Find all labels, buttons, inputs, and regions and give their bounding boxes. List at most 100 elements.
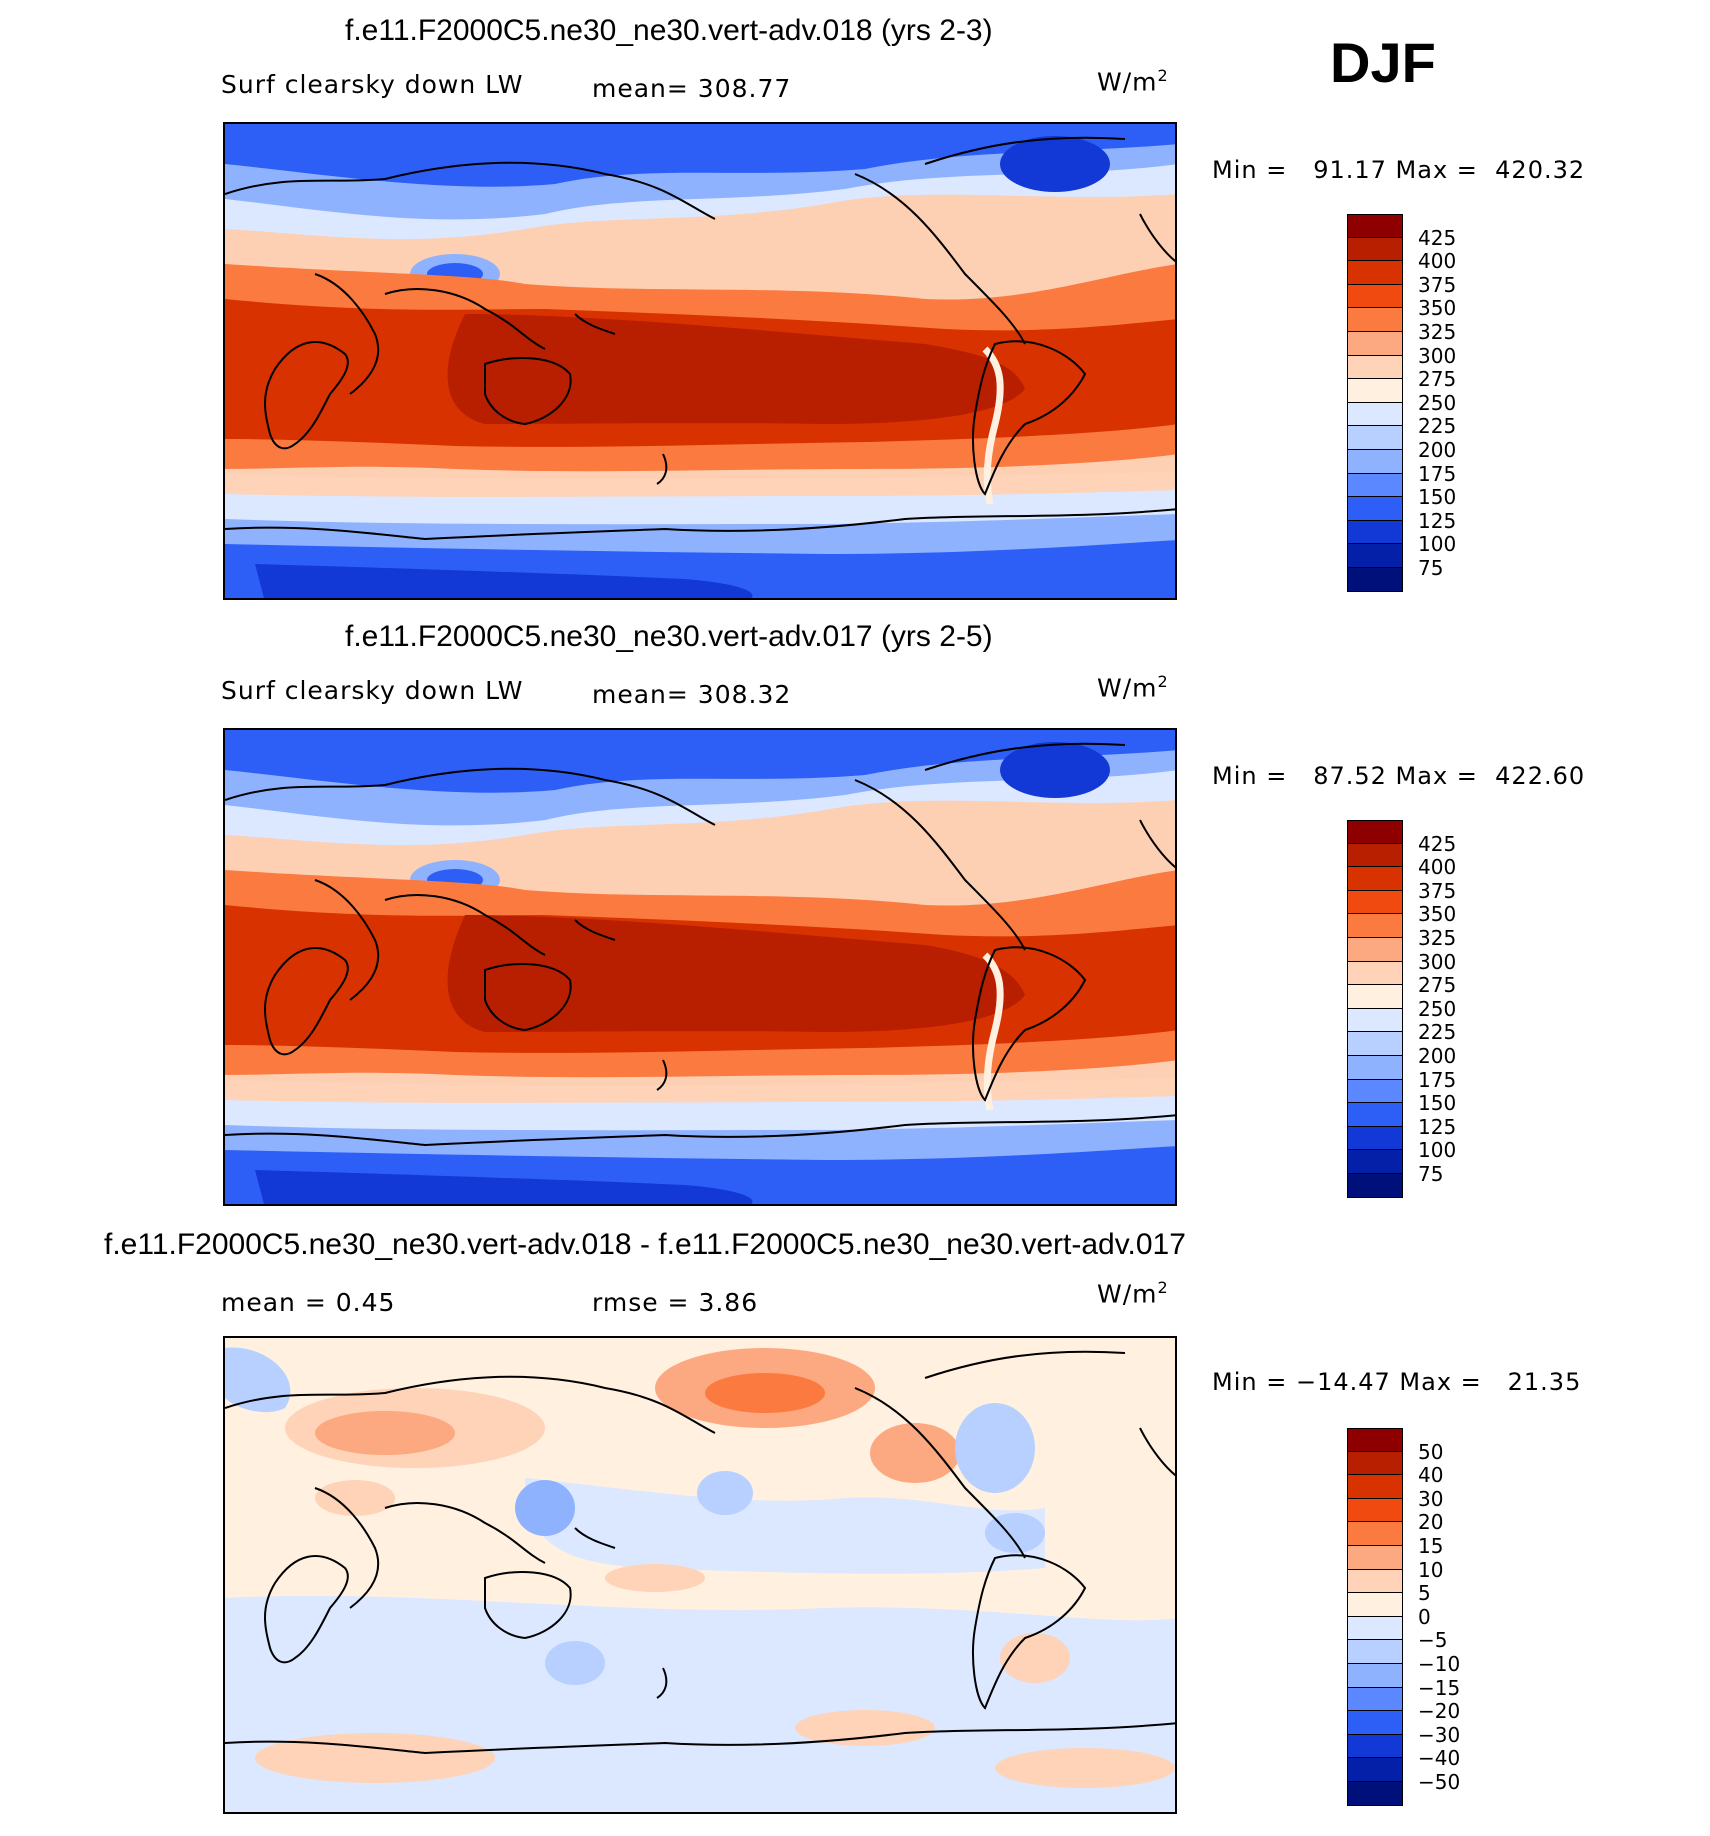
colorbar-tick-label: 0: [1418, 1604, 1431, 1629]
colorbar-tick-label: 75: [1418, 1162, 1444, 1186]
colorbar-swatch: [1347, 1663, 1403, 1688]
colorbar-tick-label: 250: [1418, 390, 1457, 415]
coastlines: [225, 742, 1175, 1147]
colorbar-tick-label: 400: [1418, 855, 1457, 880]
colorbar-tick-label: −40: [1418, 1746, 1461, 1771]
colorbar-swatch: [1347, 1687, 1403, 1712]
panel3-mean-label: mean = 0.45: [221, 1288, 396, 1317]
colorbar-tick-label: −20: [1418, 1699, 1461, 1724]
colorbar-tick-label: 225: [1418, 414, 1457, 439]
colorbar-swatch: [1347, 567, 1403, 592]
colorbar-tick-label: 425: [1418, 225, 1457, 250]
colorbar-swatch: [1347, 473, 1403, 498]
colorbar-swatch: [1347, 1103, 1403, 1127]
colorbar-swatch: [1347, 1616, 1403, 1641]
colorbar-tick-label: 250: [1418, 996, 1457, 1021]
colorbar-tick-label: 100: [1418, 532, 1457, 557]
colorbar-swatch: [1347, 261, 1403, 285]
colorbar-swatch: [1347, 1522, 1403, 1546]
colorbar-tick-label: 300: [1418, 949, 1457, 974]
colorbar-swatch: [1347, 1079, 1403, 1104]
colorbar-swatch: [1347, 237, 1403, 262]
colorbar-tick-label: 325: [1418, 926, 1457, 950]
colorbar-swatch: [1347, 1150, 1403, 1174]
coastlines: [225, 1350, 1175, 1755]
panel1-title: f.e11.F2000C5.ne30_ne30.vert-adv.018 (yr…: [345, 14, 993, 47]
panel2-title: f.e11.F2000C5.ne30_ne30.vert-adv.017 (yr…: [345, 620, 993, 653]
colorbar-swatch: [1347, 520, 1403, 545]
panel3-minmax: Min = −14.47 Max = 21.35: [1212, 1368, 1582, 1396]
colorbar-tick-label: 15: [1418, 1534, 1444, 1558]
colorbar-tick-label: 425: [1418, 831, 1457, 856]
colorbar-tick-label: 125: [1418, 508, 1457, 533]
colorbar-tick-label: 200: [1418, 1044, 1457, 1068]
colorbar-tick-label: 75: [1418, 556, 1444, 580]
colorbar-swatch: [1347, 867, 1403, 891]
colorbar-tick-label: 5: [1418, 1581, 1431, 1606]
colorbar-swatch: [1347, 1758, 1403, 1782]
colorbar-swatch: [1347, 1126, 1403, 1151]
colorbar-swatch: [1347, 355, 1403, 380]
colorbar-swatch: [1347, 1640, 1403, 1664]
colorbar-swatch: [1347, 1055, 1403, 1080]
colorbar-tick-label: 30: [1418, 1486, 1444, 1511]
colorbar-tick-label: 150: [1418, 485, 1457, 510]
colorbar-tick-label: 375: [1418, 272, 1457, 297]
panel1-units-label: W/m2: [1097, 66, 1169, 97]
panel3-colorbar: [1347, 1428, 1403, 1806]
map-difference-field: [225, 1338, 1175, 1812]
colorbar-tick-label: 20: [1418, 1510, 1444, 1535]
colorbar-swatch: [1347, 214, 1403, 238]
panel3-map: [223, 1336, 1177, 1814]
colorbar-swatch: [1347, 284, 1403, 309]
colorbar-tick-label: 275: [1418, 367, 1457, 392]
panel3-units-label: W/m2: [1097, 1278, 1169, 1309]
panel2-variable-label: Surf clearsky down LW: [221, 676, 524, 705]
colorbar-tick-label: 375: [1418, 878, 1457, 903]
colorbar-swatch: [1347, 961, 1403, 986]
panel1-variable-label: Surf clearsky down LW: [221, 70, 524, 99]
map-absolute-field: [225, 124, 1175, 598]
colorbar-tick-label: 225: [1418, 1020, 1457, 1045]
colorbar-tick-label: 350: [1418, 296, 1457, 321]
colorbar-swatch: [1347, 1498, 1403, 1523]
colorbar-swatch: [1347, 1734, 1403, 1759]
colorbar-swatch: [1347, 1569, 1403, 1594]
colorbar-swatch: [1347, 1711, 1403, 1735]
colorbar-swatch: [1347, 497, 1403, 521]
panel1-mean-label: mean= 308.77: [592, 74, 792, 103]
panel1-colorbar-labels: 425 400 375 350 325 300 275 250 225 200 175 150 125 1…: [1418, 214, 1498, 592]
colorbar-swatch: [1347, 1593, 1403, 1617]
colorbar-tick-label: 200: [1418, 438, 1457, 462]
colorbar-swatch: [1347, 1545, 1403, 1570]
colorbar-tick-label: 150: [1418, 1091, 1457, 1116]
colorbar-swatch: [1347, 1173, 1403, 1198]
colorbar-swatch: [1347, 1781, 1403, 1806]
colorbar-tick-label: 10: [1418, 1557, 1444, 1582]
colorbar-tick-label: 400: [1418, 249, 1457, 274]
panel2-mean-label: mean= 308.32: [592, 680, 792, 709]
colorbar-swatch: [1347, 426, 1403, 450]
colorbar-swatch: [1347, 402, 1403, 427]
colorbar-tick-label: 350: [1418, 902, 1457, 927]
panel3-colorbar-labels: 50 40 30 20 15 10 5 0 −5 −10 −15 −20 −30 −40 −50: [1418, 1428, 1498, 1806]
colorbar-tick-label: 275: [1418, 973, 1457, 998]
colorbar-tick-label: 100: [1418, 1138, 1457, 1163]
colorbar-swatch: [1347, 820, 1403, 844]
colorbar-tick-label: −5: [1418, 1628, 1448, 1653]
panel1-colorbar: [1347, 214, 1403, 592]
colorbar-swatch: [1347, 937, 1403, 962]
colorbar-tick-label: 175: [1418, 1067, 1457, 1092]
colorbar-tick-label: 325: [1418, 320, 1457, 344]
panel1-map: [223, 122, 1177, 600]
colorbar-tick-label: 175: [1418, 461, 1457, 486]
colorbar-swatch: [1347, 308, 1403, 332]
coastlines: [225, 136, 1175, 541]
colorbar-swatch: [1347, 1475, 1403, 1499]
colorbar-swatch: [1347, 890, 1403, 915]
panel1-minmax: Min = 91.17 Max = 420.32: [1212, 156, 1586, 184]
colorbar-tick-label: 50: [1418, 1439, 1444, 1464]
panel2-minmax: Min = 87.52 Max = 422.60: [1212, 762, 1586, 790]
colorbar-tick-label: 300: [1418, 343, 1457, 368]
colorbar-swatch: [1347, 843, 1403, 868]
